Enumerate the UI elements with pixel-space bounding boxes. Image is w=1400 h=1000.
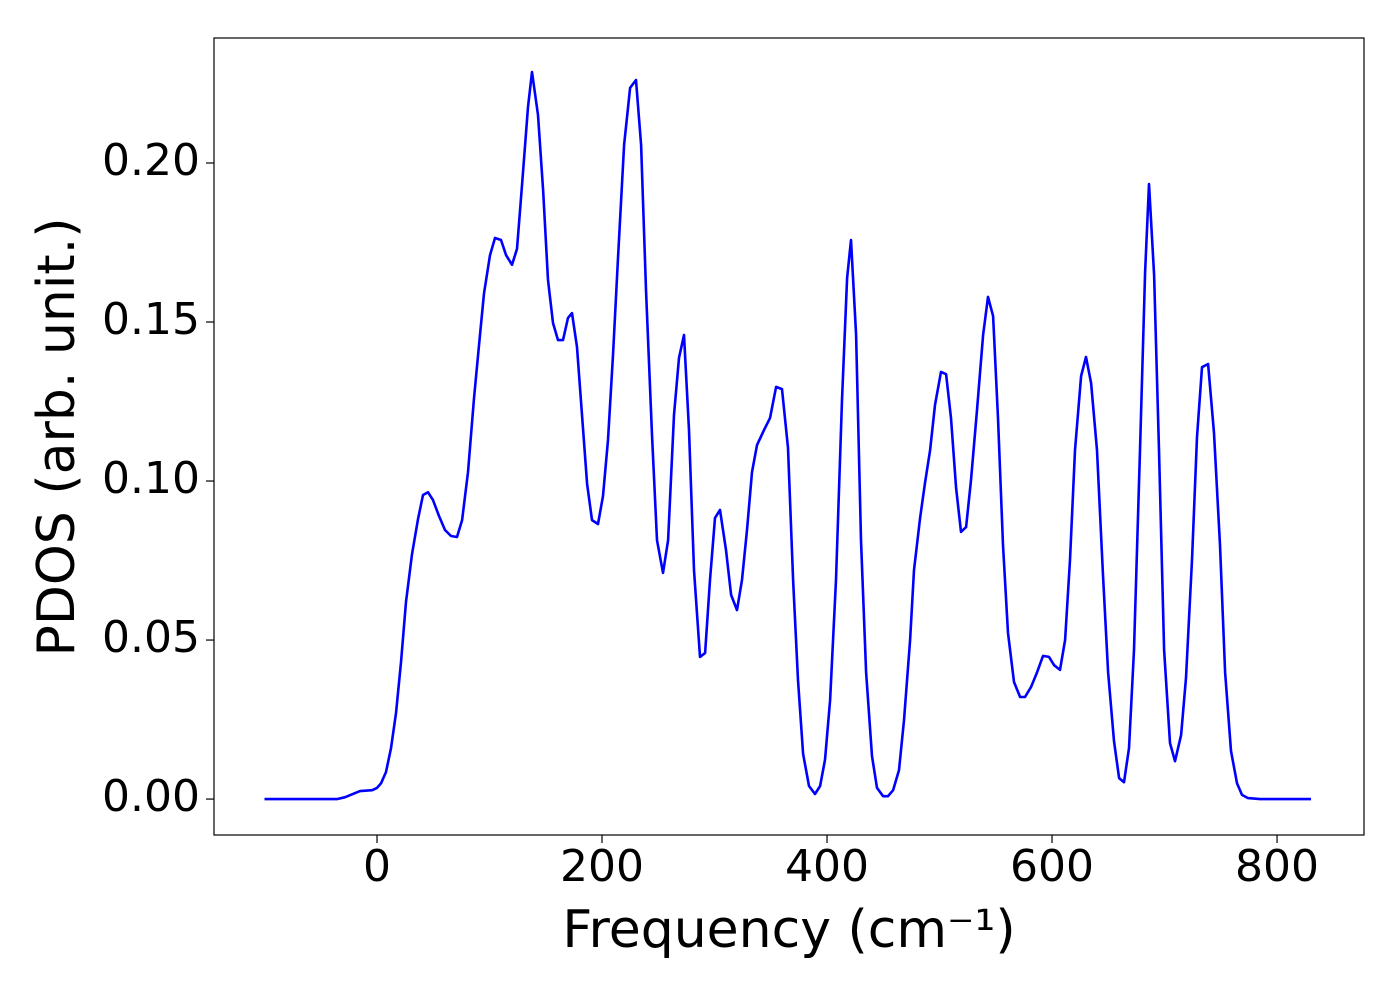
plot-frame (213, 37, 1365, 836)
x-axis-label: Frequency (cm⁻¹) (562, 900, 1015, 960)
data-line (264, 70, 1311, 801)
y-axis-label: PDOS (arb. unit.) (27, 217, 87, 656)
y-tick-label: 0.20 (102, 135, 200, 186)
x-tick-label: 600 (1010, 841, 1094, 892)
x-tick-label: 400 (785, 841, 869, 892)
x-tick-label: 800 (1235, 841, 1319, 892)
y-tick-label: 0.15 (102, 294, 200, 345)
x-tick-label: 0 (363, 841, 391, 892)
x-tick-label: 200 (560, 841, 644, 892)
y-tick-label: 0.00 (102, 771, 200, 822)
y-tick-label: 0.10 (102, 453, 200, 504)
y-tick-label: 0.05 (102, 612, 200, 663)
